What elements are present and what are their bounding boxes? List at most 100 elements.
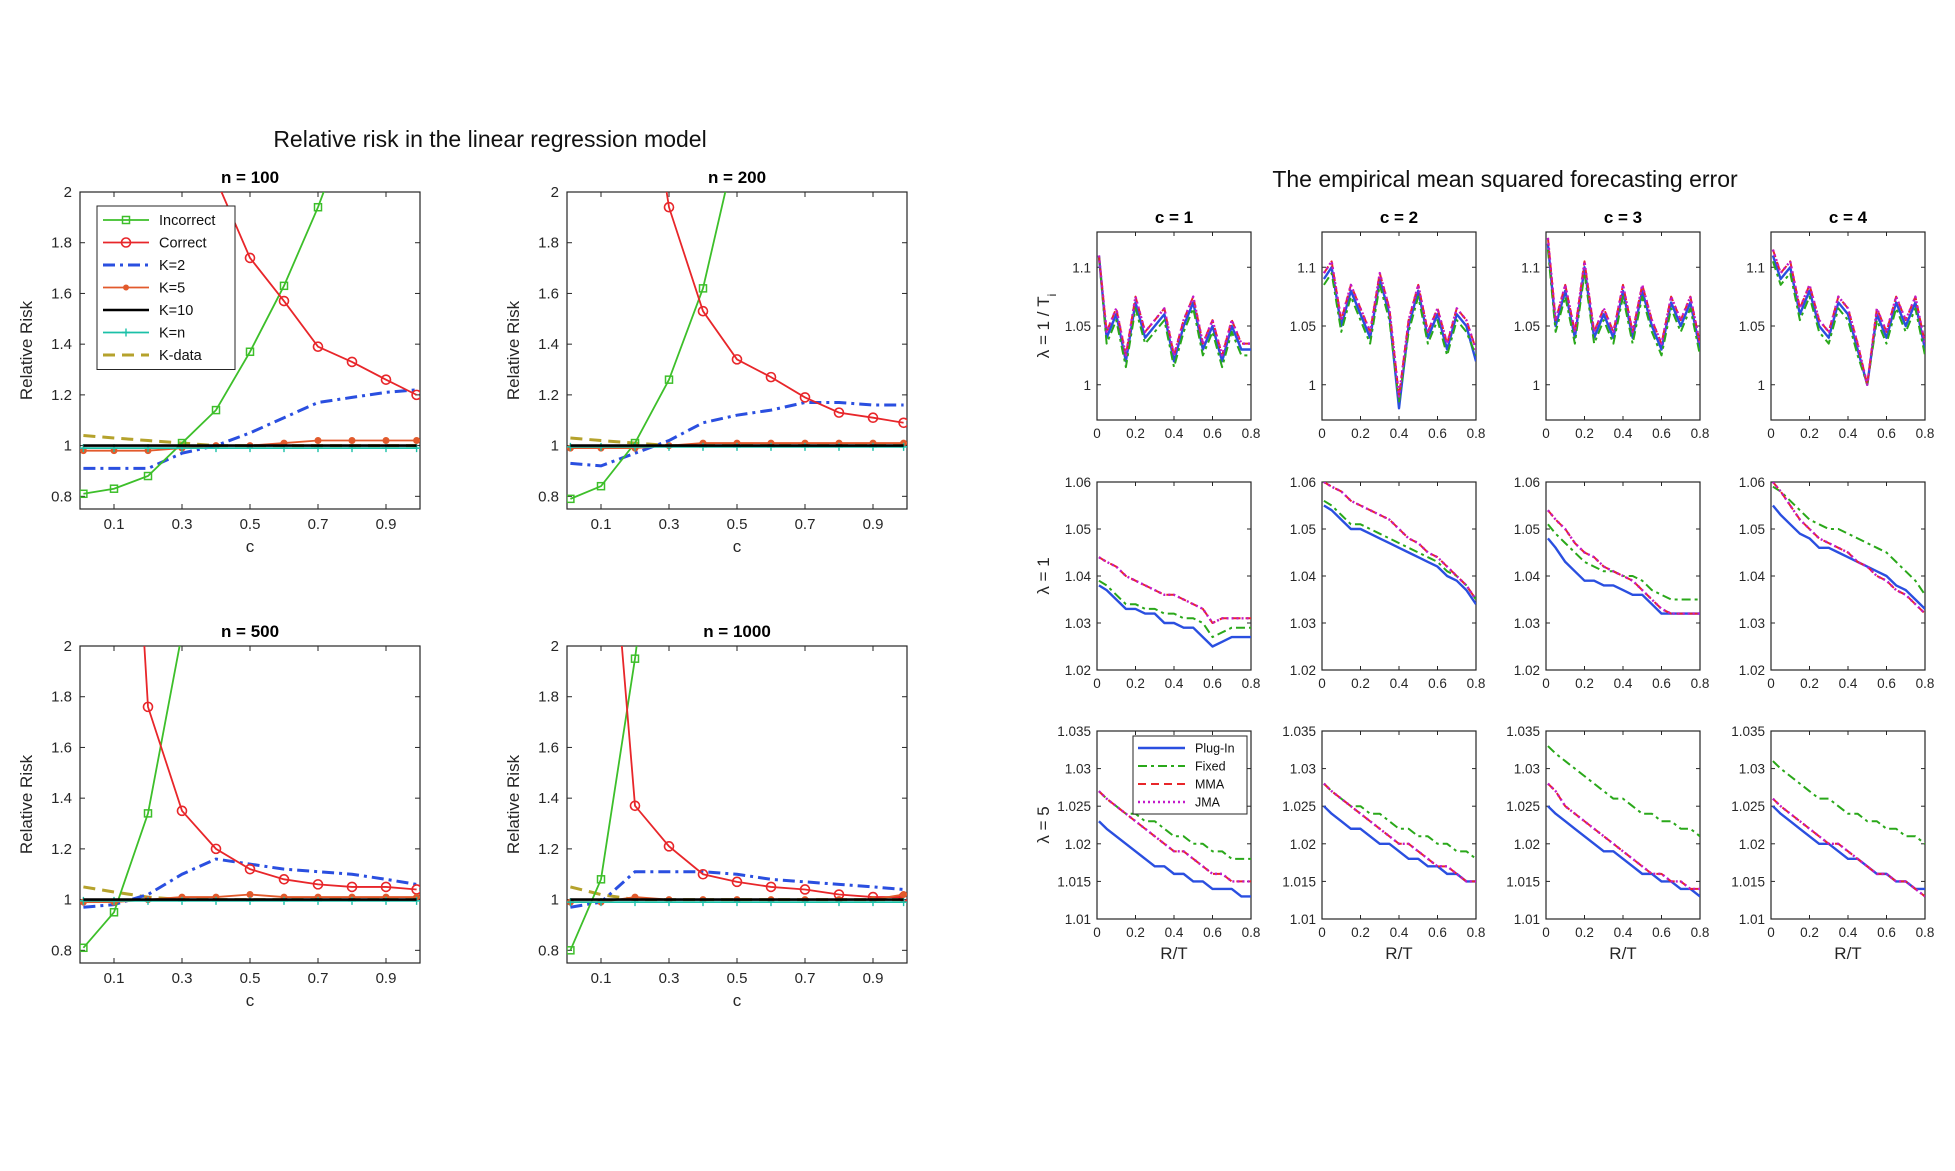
x-tick-label: 0 [1767,676,1775,691]
series-line-incorrect [569,646,638,951]
series-layer [80,646,420,953]
y-tick-label: 1.2 [51,841,72,858]
series-layer [567,646,907,955]
x-tick-label: 0 [1542,426,1550,441]
x-tick-label: 0.4 [1165,676,1184,691]
x-axis-label: R/T [1609,944,1636,963]
series-line-correct [620,646,904,898]
y-tick-label: 1.8 [538,689,559,706]
series-line-fixed [1098,790,1251,860]
y-tick-label: 1.02 [1290,663,1316,678]
series-line-incorrect [83,192,325,495]
x-tick-label: 0.2 [1575,426,1594,441]
y-axis-label: Relative Risk [504,754,523,854]
y-tick-label: 1.01 [1065,912,1091,927]
y-tick-label: 1.015 [1731,874,1765,889]
x-axis-label: c [733,537,742,556]
point-incorrect [567,494,575,504]
y-tick-label: 1 [1532,378,1540,393]
series-line-jma [1546,237,1700,345]
y-tick-label: 1.6 [538,739,559,756]
series-layer [1547,745,1700,898]
series-line-jma [1547,782,1700,891]
legend-label-correct: Correct [159,236,207,252]
legend-label-k-2: K=2 [159,258,185,274]
point-correct [867,412,879,424]
panel-title: n = 500 [221,622,279,641]
x-tick-label: 0.8 [1467,426,1486,441]
point-incorrect [109,484,119,493]
x-tick-label: 0.8 [1916,925,1935,940]
series-line-plug-in [1097,255,1251,363]
point-correct [244,863,256,875]
x-tick-label: 0.4 [1390,925,1409,940]
point-incorrect [279,281,289,291]
y-tick-label: 1.04 [1514,569,1541,584]
y-tick-label: 1 [64,438,72,455]
point-incorrect [211,405,221,415]
point-incorrect [596,481,606,491]
series-line-fixed [1098,579,1251,639]
x-tick-label: 0 [1093,925,1101,940]
mse-panel-r3-c3: 0 0.2 0.4 0.6 0.8 1.01 1.015 1.02 1.025 1.03 1.035… [1506,724,1709,963]
point-incorrect [143,471,153,481]
y-tick-label: 1.6 [51,739,72,756]
point-correct [176,805,188,817]
series-layer [1546,509,1700,615]
x-tick-label: 0 [1767,426,1775,441]
mse-panel-r2-c4: 0 0.2 0.4 0.6 0.8 1.02 1.03 1.04 1.05 1.06 [1739,475,1935,691]
point-correct [663,201,675,213]
series-line-incorrect [570,192,727,500]
point-correct [346,881,358,893]
x-tick-label: 0.4 [1839,426,1858,441]
y-tick-label: 1.03 [1739,762,1765,777]
point-k-5 [413,437,420,445]
series-line-fixed [1772,760,1925,845]
point-k-5 [900,891,907,899]
x-tick-label: 0.2 [1800,925,1819,940]
series-layer [1323,482,1476,605]
series-line-k-2 [570,870,904,909]
x-tick-label: 0.4 [1614,426,1633,441]
y-tick-label: 1.04 [1065,569,1092,584]
x-tick-label: 0.2 [1800,426,1819,441]
legend-marker [120,237,132,248]
point-incorrect [567,946,575,955]
series-line-correct [220,192,418,396]
panel-title: n = 1000 [703,622,771,641]
legend-label-mma: MMA [1195,778,1225,792]
point-k-5 [382,437,390,445]
series-line-jma [1772,797,1925,898]
y-axis-label: Relative Risk [17,300,36,400]
y-tick-label: 1.05 [1290,522,1316,537]
y-tick-label: 1.05 [1290,319,1316,334]
y-tick-label: 1.025 [1282,799,1316,814]
y-tick-label: 1.4 [51,336,72,353]
legend-label-k-n: K=n [159,326,185,342]
y-tick-label: 1 [1308,378,1316,393]
y-tick-label: 1.06 [1739,475,1765,490]
series-line-incorrect [82,646,181,949]
series-line-plug-in [1771,504,1925,610]
y-tick-label: 1.05 [1514,522,1540,537]
x-tick-label: 0.4 [1390,426,1409,441]
x-tick-label: 0.4 [1390,676,1409,691]
point-incorrect [80,489,88,499]
x-tick-label: 0.8 [1467,676,1486,691]
mse-panel-r3-c4: 0 0.2 0.4 0.6 0.8 1.01 1.015 1.02 1.025 1.03 1.035… [1731,724,1934,963]
legend-label-k-data: K-data [159,348,203,364]
y-tick-label: 1.015 [1057,874,1091,889]
series-line-plug-in [1098,584,1251,648]
y-tick-label: 1.1 [1521,260,1540,275]
y-tick-label: 1.05 [1065,522,1091,537]
series-line-plug-in [1771,255,1925,386]
point-correct [244,252,256,264]
x-axis-label: R/T [1385,944,1412,963]
y-tick-label: 1.05 [1739,319,1765,334]
series-line-plug-in [1098,820,1251,898]
y-tick-label: 1.025 [1057,799,1091,814]
series-line-jma [1771,482,1925,615]
point-incorrect [698,284,708,293]
series-line-jma [1323,782,1476,883]
series-line-fixed [1323,499,1476,601]
